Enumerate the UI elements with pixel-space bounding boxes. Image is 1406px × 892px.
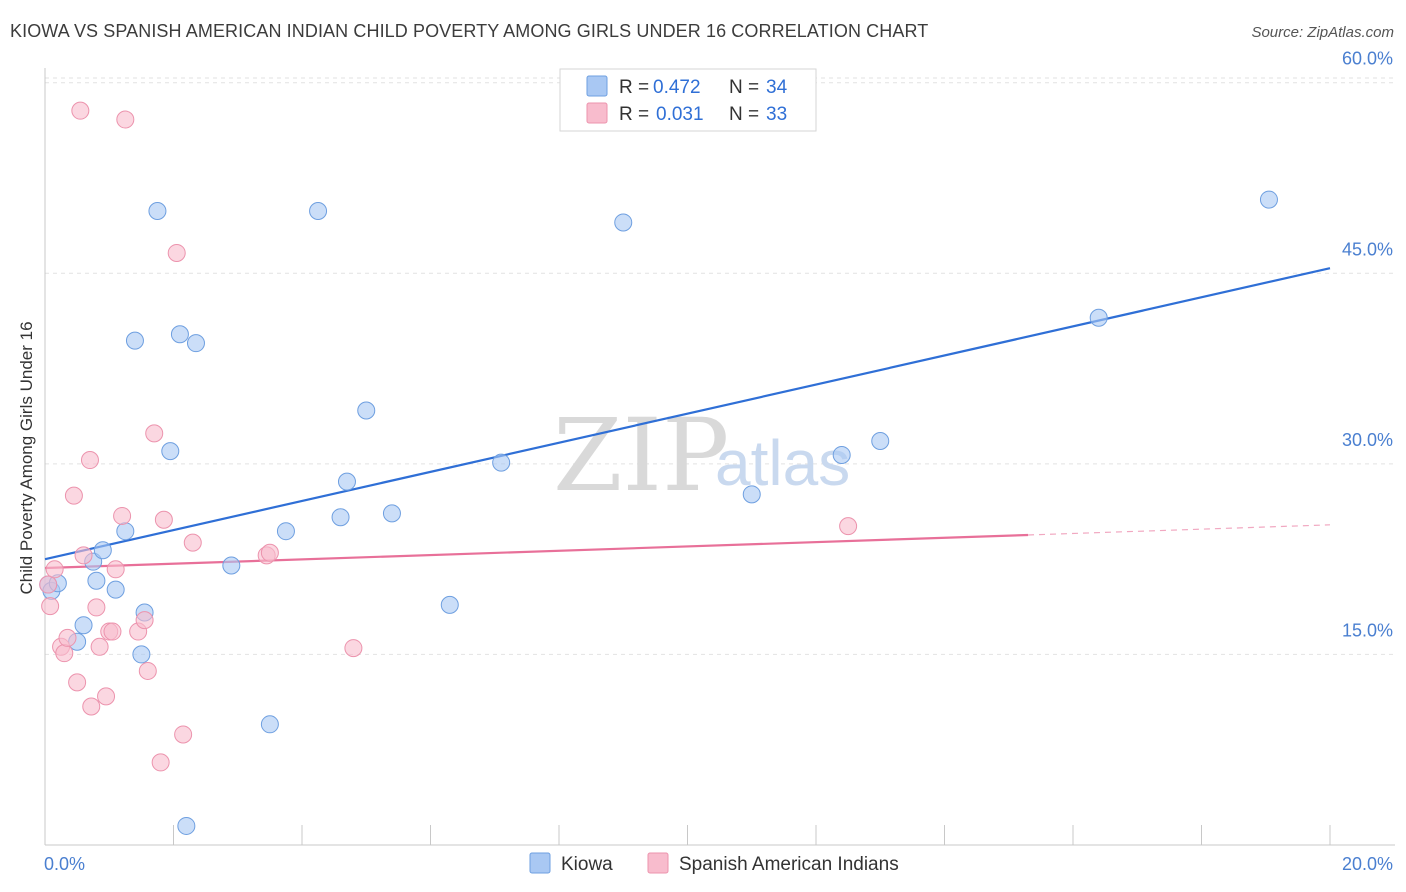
data-point-spanish (55, 644, 74, 663)
data-point-spanish (71, 101, 90, 120)
data-point-kiowa (440, 595, 459, 614)
data-point-kiowa (132, 645, 151, 664)
data-point-spanish (145, 424, 164, 443)
data-point-kiowa (74, 616, 93, 635)
data-point-spanish (260, 543, 279, 562)
trend-line-spanish (44, 533, 1029, 570)
data-point-kiowa (742, 485, 761, 504)
data-point-kiowa (309, 202, 328, 221)
watermark: ZIP atlas (553, 397, 850, 514)
x-tick-label: 20.0% (1342, 854, 1393, 874)
y-tick-labels: 15.0% 30.0% 45.0% 60.0% (1342, 49, 1393, 641)
data-point-kiowa (1259, 190, 1278, 209)
watermark-atlas: atlas (715, 427, 850, 499)
x-tick-labels: 0.0% 20.0% (44, 854, 1393, 874)
data-point-kiowa (357, 401, 376, 420)
data-point-spanish (97, 687, 116, 706)
bottom-legend-swatch-spanish (647, 852, 669, 874)
legend-r-value-kiowa: 0.472 (653, 77, 701, 98)
data-point-spanish (45, 560, 64, 579)
data-point-spanish (64, 486, 83, 505)
trend-line-extension-spanish (1028, 524, 1331, 536)
data-point-kiowa (87, 571, 106, 590)
data-point-spanish (183, 533, 202, 552)
trend-line-kiowa (44, 267, 1331, 561)
trend-lines (44, 267, 1331, 570)
data-point-kiowa (148, 202, 167, 221)
data-point-spanish (135, 611, 154, 630)
data-point-kiowa (276, 522, 295, 541)
data-point-kiowa (260, 715, 279, 734)
correlation-legend: R = 0.472 N = 34 R = 0.031 N = 33 (559, 68, 817, 132)
data-point-kiowa (832, 445, 851, 464)
data-point-spanish (58, 628, 77, 647)
data-point-kiowa (492, 453, 511, 472)
data-point-kiowa (871, 431, 890, 450)
legend-n-value-kiowa: 34 (766, 77, 788, 98)
data-point-spanish (151, 753, 170, 772)
data-point-spanish (344, 639, 363, 658)
grid-lines (45, 77, 1395, 655)
chart-title: KIOWA VS SPANISH AMERICAN INDIAN CHILD P… (10, 21, 929, 41)
data-point-kiowa (125, 331, 144, 350)
data-point-kiowa (331, 508, 350, 527)
bottom-legend-label-spanish: Spanish American Indians (679, 854, 899, 875)
data-point-spanish (167, 243, 186, 262)
data-point-spanish (39, 575, 58, 594)
series-legend: Kiowa Spanish American Indians (529, 852, 899, 875)
bottom-legend-swatch-kiowa (529, 852, 551, 874)
data-point-spanish (74, 546, 93, 565)
legend-n-label-kiowa: N = (729, 77, 759, 98)
watermark-zip: ZIP (553, 397, 729, 514)
legend-n-value-spanish: 33 (766, 104, 787, 125)
data-point-spanish (90, 637, 109, 656)
legend-n-label-spanish: N = (729, 104, 759, 125)
data-point-kiowa (106, 580, 125, 599)
axes (44, 68, 1395, 846)
data-point-spanish (41, 597, 60, 616)
y-tick-label: 45.0% (1342, 239, 1393, 259)
data-point-spanish (138, 661, 157, 680)
y-tick-label: 60.0% (1342, 49, 1393, 69)
x-tick-label: 0.0% (44, 854, 85, 874)
data-point-kiowa (186, 334, 205, 353)
data-point-spanish (87, 598, 106, 617)
y-tick-label: 15.0% (1342, 620, 1393, 640)
data-point-kiowa (177, 816, 196, 835)
data-point-spanish (154, 510, 173, 529)
data-point-spanish (116, 110, 135, 129)
y-tick-label: 30.0% (1342, 430, 1393, 450)
bottom-legend-label-kiowa: Kiowa (561, 854, 613, 875)
data-point-spanish (174, 725, 193, 744)
data-point-kiowa (382, 504, 401, 523)
y-axis-label: Child Poverty Among Girls Under 16 (17, 321, 36, 594)
data-point-kiowa (93, 541, 112, 560)
data-points (39, 101, 1278, 835)
data-point-spanish (839, 517, 858, 536)
source-label: Source: ZipAtlas.com (1251, 24, 1394, 41)
data-point-spanish (106, 560, 125, 579)
data-point-kiowa (337, 472, 356, 491)
data-point-spanish (113, 506, 132, 525)
data-point-spanish (103, 622, 122, 641)
data-point-kiowa (116, 522, 135, 541)
data-point-kiowa (222, 556, 241, 575)
legend-r-value-spanish: 0.031 (656, 104, 704, 125)
data-point-spanish (68, 673, 87, 692)
legend-swatch-spanish (586, 102, 608, 124)
legend-r-label-spanish: R = (619, 104, 649, 125)
data-point-kiowa (161, 442, 180, 461)
data-point-spanish (80, 451, 99, 470)
legend-swatch-kiowa (586, 75, 608, 97)
data-point-spanish (82, 697, 101, 716)
data-point-kiowa (1089, 308, 1108, 327)
legend-r-label-kiowa: R = (619, 77, 649, 98)
data-point-kiowa (614, 213, 633, 232)
data-point-kiowa (170, 325, 189, 344)
